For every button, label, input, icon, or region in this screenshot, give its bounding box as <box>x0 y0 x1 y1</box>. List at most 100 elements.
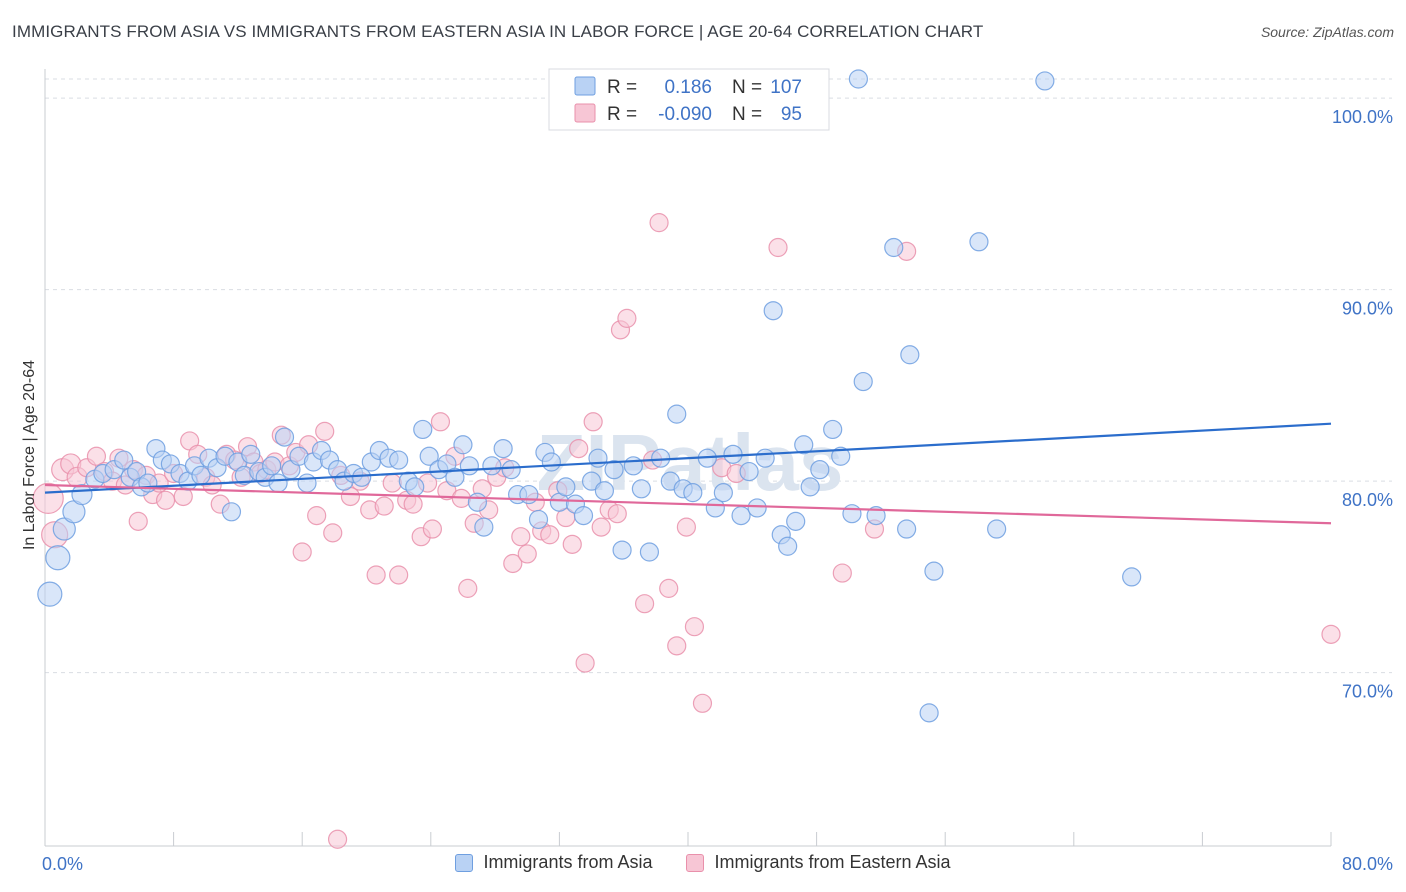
legend-swatch-eastern-asia-bottom <box>686 853 705 872</box>
legend-item-eastern-asia[interactable]: Immigrants from Eastern Asia <box>686 852 951 873</box>
asia-point-66 <box>556 477 576 497</box>
asia-point-93 <box>786 511 806 531</box>
eastern-asia-trend-line <box>44 483 1332 525</box>
eastern-asia-point-12 <box>128 511 148 531</box>
asia-point-79 <box>667 404 687 424</box>
y-tick-label-80: 80.0% <box>1342 490 1393 510</box>
asia-point-49 <box>419 446 439 466</box>
asia-point-47 <box>405 477 425 497</box>
legend-r-value-eastern-asia: -0.090 <box>658 104 712 125</box>
eastern-asia-point-46 <box>382 473 402 493</box>
asia-point-96 <box>810 460 830 480</box>
eastern-asia-point-63 <box>503 553 523 574</box>
legend-swatch-asia <box>574 76 596 96</box>
asia-point-105 <box>900 345 920 365</box>
legend-r-label-eastern-asia: R = <box>607 104 637 125</box>
asia-point-108 <box>969 232 989 252</box>
asia-point-103 <box>884 237 904 258</box>
source-credit: Source: ZipAtlas.com <box>1260 24 1394 40</box>
eastern-asia-point-68 <box>540 525 560 545</box>
eastern-asia-point-35 <box>292 542 312 562</box>
asia-point-12 <box>138 473 158 493</box>
chart-title: IMMIGRANTS FROM ASIA VS IMMIGRANTS FROM … <box>12 22 984 41</box>
eastern-asia-point-90 <box>768 237 788 258</box>
eastern-asia-point-49 <box>403 494 423 514</box>
asia-point-1 <box>45 545 71 571</box>
asia-point-58 <box>493 438 513 459</box>
asia-point-70 <box>588 448 608 468</box>
trend-lines <box>44 422 1332 525</box>
asia-point-72 <box>604 460 624 480</box>
asia-point-69 <box>581 471 602 491</box>
y-tick-label-100: 100.0% <box>1332 107 1393 127</box>
asia-point-90 <box>763 301 783 321</box>
eastern-asia-point-57 <box>458 578 478 598</box>
eastern-asia-point-80 <box>634 594 655 614</box>
asia-point-48 <box>413 419 433 440</box>
eastern-asia-point-52 <box>422 519 443 539</box>
x-tick-label-0: 0.0% <box>42 854 83 874</box>
asia-point-81 <box>683 483 703 503</box>
eastern-asia-point-0 <box>32 482 64 514</box>
eastern-asia-point-82 <box>649 213 669 233</box>
series-asia-points <box>37 69 1142 723</box>
y-tick-label-90: 90.0% <box>1342 299 1393 319</box>
asia-point-54 <box>459 456 479 476</box>
asia-point-84 <box>713 483 733 503</box>
eastern-asia-point-85 <box>676 517 696 537</box>
asia-point-106 <box>924 561 944 581</box>
asia-point-45 <box>389 450 409 470</box>
eastern-asia-point-45 <box>374 496 394 516</box>
legend-r-label-asia: R = <box>607 77 637 98</box>
legend-n-value-asia: 107 <box>770 77 802 98</box>
x-tick-labels: 0.0% 80.0% <box>42 854 1393 874</box>
eastern-asia-point-53 <box>430 412 451 432</box>
eastern-asia-point-86 <box>684 617 705 637</box>
gridlines <box>45 78 1392 674</box>
correlation-legend: R = 0.186 N = 107 R = -0.090 N = 95 <box>548 68 830 131</box>
asia-point-4 <box>71 483 93 506</box>
legend-n-label-eastern-asia: N = <box>732 104 762 125</box>
asia-point-64 <box>541 452 561 472</box>
legend-frame <box>548 68 830 131</box>
asia-point-68 <box>573 506 594 526</box>
asia-point-109 <box>987 519 1007 539</box>
asia-point-53 <box>453 435 473 455</box>
asia-point-102 <box>866 506 886 526</box>
x-tick-label-80: 80.0% <box>1342 854 1393 874</box>
asia-point-31 <box>274 427 295 447</box>
eastern-asia-point-79 <box>617 308 637 328</box>
asia-point-88 <box>747 498 767 518</box>
asia-point-55 <box>467 492 488 512</box>
asia-point-97 <box>823 419 843 440</box>
asia-point-95 <box>800 477 820 497</box>
asia-point-87 <box>739 461 759 482</box>
eastern-asia-point-73 <box>575 653 595 673</box>
eastern-asia-point-39 <box>323 523 343 543</box>
legend-r-value-asia: 0.186 <box>664 77 712 98</box>
asia-point-26 <box>241 444 261 464</box>
series-eastern-asia-points <box>32 213 1341 849</box>
legend-item-asia[interactable]: Immigrants from Asia <box>455 852 652 873</box>
eastern-asia-point-94 <box>1321 624 1341 644</box>
eastern-asia-point-extra-0 <box>327 829 348 849</box>
asia-point-34 <box>297 473 317 493</box>
asia-point-59 <box>501 460 521 480</box>
asia-point-104 <box>897 519 917 539</box>
asia-point-41 <box>352 467 372 487</box>
asia-point-52 <box>445 467 465 487</box>
asia-point-94 <box>794 435 814 455</box>
asia-point-111 <box>1122 567 1142 587</box>
asia-point-19 <box>191 465 211 486</box>
asia-point-57 <box>482 456 502 476</box>
asia-point-99 <box>842 504 862 524</box>
asia-point-8 <box>114 450 134 470</box>
legend-swatch-asia-bottom <box>455 853 474 872</box>
legend-label-eastern-asia: Immigrants from Eastern Asia <box>714 852 951 872</box>
y-tick-labels: 70.0% 80.0% 90.0% 100.0% <box>1332 107 1393 702</box>
asia-point-73 <box>612 540 632 560</box>
asia-point-23 <box>221 502 242 522</box>
axes <box>44 69 1332 847</box>
asia-point-0 <box>37 581 63 607</box>
